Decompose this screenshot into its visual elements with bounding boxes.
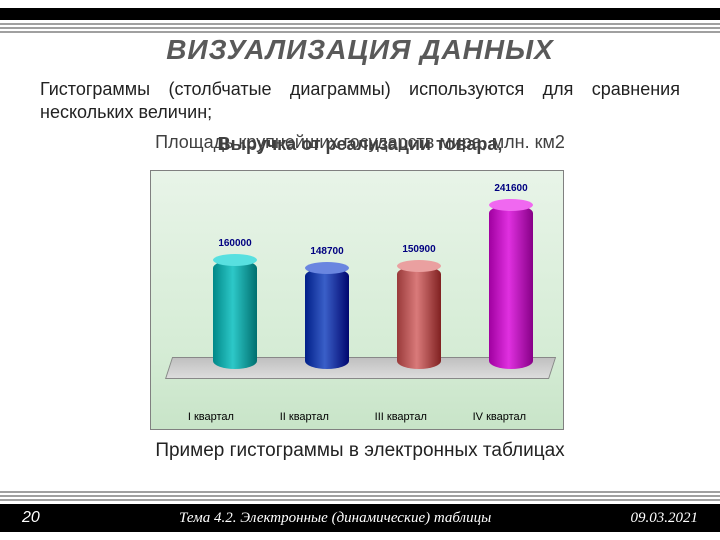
page-number: 20: [22, 509, 40, 527]
chart-bar-top: [397, 260, 441, 272]
footer-bar: 20 Тема 4.2. Электронные (динамические) …: [0, 504, 720, 532]
chart-bar-body: [305, 268, 349, 369]
chart-bar-body: [397, 266, 441, 369]
bottom-gray-lines: [0, 491, 720, 501]
chart-bar-top: [213, 254, 257, 266]
chart-bar-body: [213, 260, 257, 369]
chart-bar-body: [489, 205, 533, 369]
footer-date: 09.03.2021: [631, 510, 699, 527]
chart-caption: Пример гистограммы в электронных таблица…: [0, 440, 720, 462]
chart-bar: 148700: [305, 268, 349, 369]
subtitle-stack: Площадь крупнейших государств мира, млн.…: [0, 132, 720, 153]
chart-plot-area: 160000 148700 150900 241600: [165, 189, 549, 379]
slide: ВИЗУАЛИЗАЦИЯ ДАННЫХ Гистограммы (столбча…: [0, 0, 720, 540]
chart-bar: 160000: [213, 260, 257, 369]
footer-topic: Тема 4.2. Электронные (динамические) таб…: [179, 510, 491, 527]
chart-bar: 241600: [489, 205, 533, 369]
chart-x-tick-label: IV квартал: [473, 411, 526, 423]
chart-x-tick-label: II квартал: [280, 411, 329, 423]
chart-container: 160000 148700 150900 241600 I квартал II ква…: [150, 170, 564, 430]
chart-x-axis: I квартал II квартал III квартал IV квартал: [165, 411, 549, 423]
page-title: ВИЗУАЛИЗАЦИЯ ДАННЫХ: [0, 34, 720, 66]
top-black-bar: [0, 8, 720, 20]
chart-bar-value-label: 241600: [494, 183, 527, 194]
top-gray-lines: [0, 23, 720, 33]
top-decor: [0, 8, 720, 35]
chart-x-tick-label: III квартал: [375, 411, 427, 423]
bottom-decor: 20 Тема 4.2. Электронные (динамические) …: [0, 489, 720, 532]
chart-bar-top: [305, 262, 349, 274]
chart-x-tick-label: I квартал: [188, 411, 234, 423]
chart-bar-value-label: 150900: [402, 244, 435, 255]
chart-bar-value-label: 148700: [310, 246, 343, 257]
chart-bar-top: [489, 199, 533, 211]
subtitle-foreground-text: Выручка от реализации товара,: [0, 134, 720, 155]
body-paragraph: Гистограммы (столбчатые диаграммы) испол…: [40, 78, 680, 123]
chart-bar: 150900: [397, 266, 441, 369]
chart-bar-value-label: 160000: [218, 238, 251, 249]
